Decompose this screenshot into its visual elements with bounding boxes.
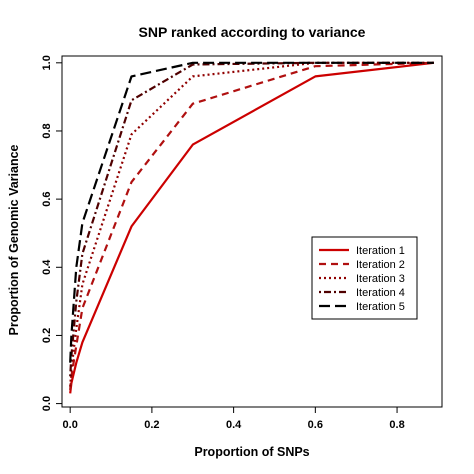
- legend-label-1: Iteration 1: [356, 245, 405, 257]
- y-tick-label: 1.0: [41, 55, 53, 70]
- legend: Iteration 1 Iteration 2 Iteration 3 Iterati…: [311, 236, 418, 320]
- y-tick-label: 0.4: [41, 259, 53, 275]
- legend-label-4: Iteration 4: [356, 287, 405, 299]
- y-axis: 0.0 0.2 0.4 0.6 0.8 1.0: [41, 55, 62, 411]
- x-tick-label: 0.2: [144, 419, 159, 431]
- y-axis-label: Proportion of Genomic Variance: [7, 144, 21, 335]
- x-tick-label: 0.8: [389, 419, 404, 431]
- x-tick-label: 0.0: [63, 419, 78, 431]
- x-axis-label: Proportion of SNPs: [194, 445, 309, 459]
- plot-frame: [61, 55, 443, 408]
- legend-label-3: Iteration 3: [356, 273, 405, 285]
- chart-title: SNP ranked according to variance: [139, 24, 366, 40]
- y-tick-label: 0.2: [41, 328, 53, 343]
- x-axis: 0.0 0.2 0.4 0.6 0.8: [63, 407, 405, 431]
- y-tick-label: 0.6: [41, 191, 53, 206]
- y-tick-label: 0.8: [41, 123, 53, 138]
- x-tick-label: 0.6: [308, 419, 323, 431]
- legend-label-5: Iteration 5: [356, 301, 405, 313]
- series-line-3: [69, 61, 434, 387]
- y-tick-label: 0.0: [41, 396, 53, 411]
- series-lines: [69, 61, 434, 394]
- x-tick-label: 0.4: [226, 419, 242, 431]
- legend-label-2: Iteration 2: [356, 259, 405, 271]
- series-line-5: [69, 61, 434, 363]
- series-line-4: [69, 61, 434, 377]
- series-line-1: [69, 61, 434, 394]
